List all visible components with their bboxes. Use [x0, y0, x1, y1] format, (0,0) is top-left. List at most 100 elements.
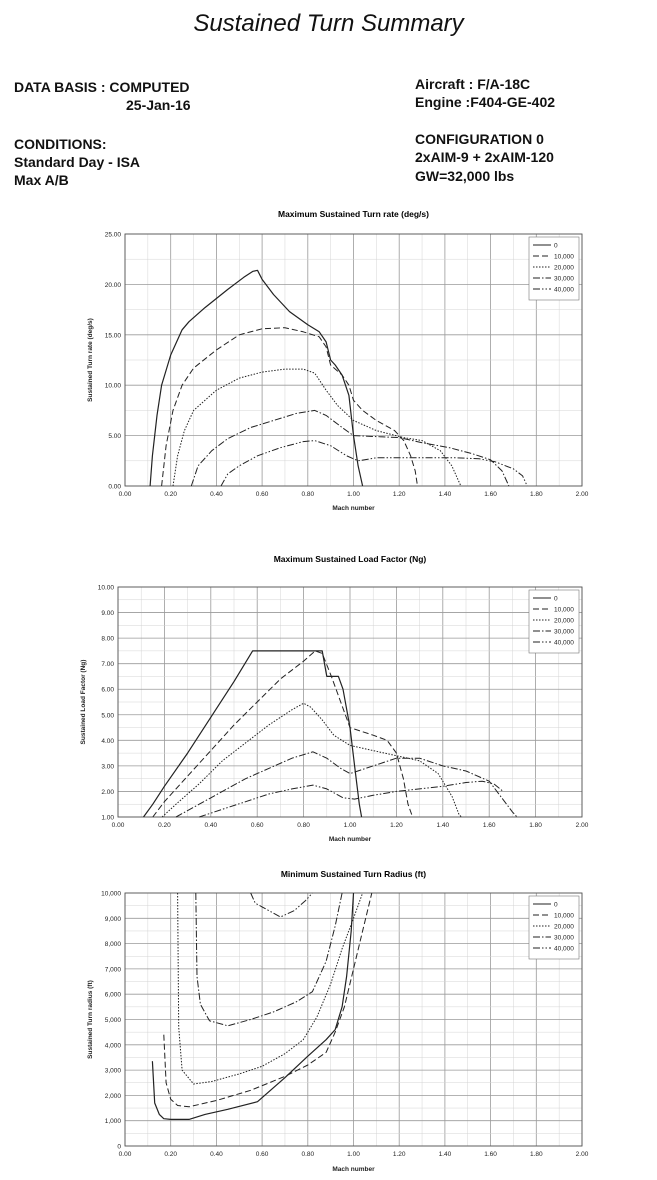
x-tick-label: 0.40 — [210, 1151, 223, 1158]
gross-weight-label: GW=32,000 lbs — [415, 168, 515, 184]
x-tick-label: 1.60 — [483, 822, 496, 829]
y-tick-label: 10.00 — [105, 383, 122, 390]
series-line-40000 — [199, 780, 504, 818]
x-tick-label: 1.20 — [393, 1151, 406, 1158]
y-tick-label: 10,000 — [101, 891, 121, 898]
y-tick-label: 15.00 — [105, 332, 122, 339]
conditions-atmosphere: Standard Day - ISA — [14, 154, 141, 170]
turn-radius-chart: Minimum Sustained Turn Radius (ft) 0.00 0.… — [87, 869, 589, 1173]
x-tick-label: 0.40 — [204, 822, 217, 829]
legend-label: 40,000 — [554, 639, 574, 646]
aircraft-label: Aircraft : F/A-18C — [415, 76, 531, 92]
y-tick-label: 2.00 — [101, 789, 114, 796]
conditions-label: CONDITIONS: — [14, 136, 107, 152]
y-tick-label: 1,000 — [105, 1118, 122, 1125]
x-tick-label: 0.00 — [112, 822, 125, 829]
x-axis-label: Mach number — [329, 836, 372, 843]
x-tick-label: 0.40 — [210, 491, 223, 498]
chart-title: Maximum Sustained Turn rate (deg/s) — [278, 209, 429, 219]
y-tick-label: 7,000 — [105, 966, 122, 973]
legend-label: 40,000 — [554, 945, 574, 952]
y-tick-label: 8,000 — [105, 941, 122, 948]
y-tick-label: 5.00 — [108, 433, 121, 440]
legend-label: 20,000 — [554, 923, 574, 930]
series-line-10000 — [163, 892, 373, 1108]
y-tick-label: 20.00 — [105, 282, 122, 289]
y-tick-label: 25.00 — [105, 232, 122, 239]
legend-box — [528, 589, 580, 654]
legend-label: 20,000 — [554, 617, 574, 624]
legend-label: 0 — [554, 242, 558, 249]
x-tick-label: 1.00 — [344, 822, 357, 829]
x-tick-label: 1.40 — [439, 491, 452, 498]
series-line-40000 — [220, 440, 528, 487]
y-tick-label: 10.00 — [98, 585, 115, 592]
legend-label: 30,000 — [554, 275, 574, 282]
series-line-sea-level — [143, 650, 363, 818]
conditions-thrust: Max A/B — [14, 172, 69, 188]
x-tick-label: 1.20 — [390, 822, 403, 829]
y-tick-label: 1.00 — [101, 815, 114, 822]
x-tick-label: 1.00 — [347, 491, 360, 498]
y-tick-label: 6,000 — [105, 992, 122, 999]
legend-label: 10,000 — [554, 606, 574, 613]
series-line-sea-level — [151, 892, 355, 1120]
x-tick-label: 1.80 — [530, 491, 543, 498]
x-tick-label: 1.60 — [484, 1151, 497, 1158]
x-tick-label: 0.60 — [256, 491, 269, 498]
y-tick-label: 7.00 — [101, 661, 114, 668]
legend-label: 40,000 — [554, 286, 574, 293]
x-tick-label: 2.00 — [576, 491, 589, 498]
series-line-30000 — [190, 409, 510, 487]
x-axis-label: Mach number — [332, 1166, 375, 1173]
x-tick-label: 0.80 — [301, 491, 314, 498]
legend-label: 30,000 — [554, 628, 574, 635]
x-tick-label: 0.00 — [119, 491, 132, 498]
series-line-30000 — [195, 892, 343, 1027]
chart-title: Maximum Sustained Load Factor (Ng) — [274, 554, 427, 564]
y-axis-label: Sustained Load Factor (Ng) — [80, 660, 87, 745]
x-tick-label: 1.80 — [530, 1151, 543, 1158]
y-tick-label: 5,000 — [105, 1017, 122, 1024]
x-tick-label: 0.20 — [164, 1151, 177, 1158]
x-tick-label: 1.20 — [393, 491, 406, 498]
x-tick-label: 1.00 — [347, 1151, 360, 1158]
y-axis-label: Sustained Turn radius (ft) — [87, 980, 94, 1059]
chart-title: Minimum Sustained Turn Radius (ft) — [281, 869, 426, 879]
series-line-20000 — [177, 892, 364, 1085]
series-line-20000 — [161, 702, 462, 818]
series-line-20000 — [172, 368, 462, 487]
y-tick-label: 2,000 — [105, 1093, 122, 1100]
plot-frame — [117, 586, 583, 818]
x-tick-label: 0.20 — [164, 491, 177, 498]
x-tick-label: 1.40 — [436, 822, 449, 829]
configuration-label: CONFIGURATION 0 — [415, 131, 544, 147]
x-tick-label: 2.00 — [576, 822, 589, 829]
x-tick-label: 0.80 — [297, 822, 310, 829]
y-axis-label: Sustained Turn rate (deg/s) — [87, 318, 94, 402]
y-tick-label: 0.00 — [108, 484, 121, 491]
x-tick-label: 0.60 — [256, 1151, 269, 1158]
data-basis-label: DATA BASIS : COMPUTED — [14, 79, 190, 95]
x-axis-label: Mach number — [332, 505, 375, 512]
page-title: Sustained Turn Summary — [193, 10, 464, 37]
x-tick-label: 0.60 — [251, 822, 264, 829]
x-tick-label: 1.40 — [439, 1151, 452, 1158]
series-line-10000 — [161, 327, 418, 487]
legend-label: 30,000 — [554, 934, 574, 941]
engine-label: Engine :F404-GE-402 — [415, 94, 556, 110]
x-tick-label: 0.00 — [119, 1151, 132, 1158]
series-line-40000 — [250, 892, 313, 918]
x-tick-label: 1.80 — [529, 822, 542, 829]
stores-label: 2xAIM-9 + 2xAIM-120 — [415, 149, 554, 165]
data-date: 25-Jan-16 — [126, 97, 191, 113]
turn-rate-chart: Maximum Sustained Turn rate (deg/s)0.00 0… — [87, 209, 589, 512]
y-tick-label: 4.00 — [101, 738, 114, 745]
legend-label: 0 — [554, 595, 558, 602]
legend-label: 10,000 — [554, 912, 574, 919]
y-tick-label: 9.00 — [101, 610, 114, 617]
x-tick-label: 1.60 — [484, 491, 497, 498]
load-factor-chart: Maximum Sustained Load Factor (Ng) 0.00 0.… — [80, 554, 589, 843]
legend-label: 0 — [554, 901, 558, 908]
y-tick-label: 0 — [117, 1144, 121, 1151]
